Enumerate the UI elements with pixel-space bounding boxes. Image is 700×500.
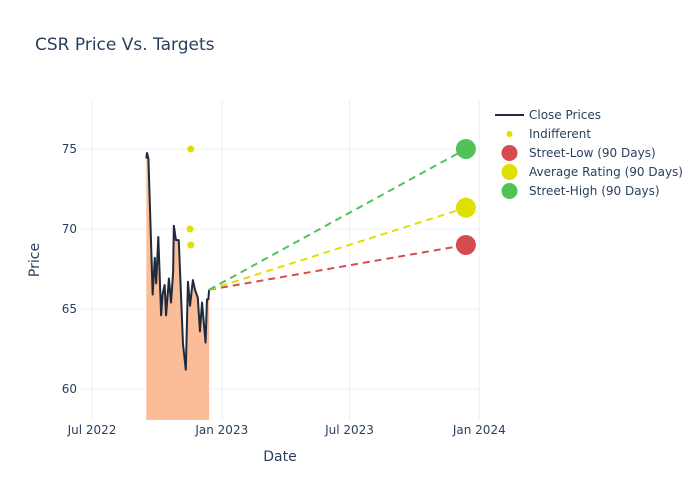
plot-area[interactable] <box>145 138 476 420</box>
gridlines <box>80 100 480 420</box>
street-high-days-target-marker[interactable] <box>455 138 476 159</box>
legend-circle-swatch <box>501 164 518 180</box>
legend-dot-swatch <box>506 131 513 137</box>
x-tick-label: Jan 2023 <box>194 423 248 437</box>
legend-circle-swatch <box>501 183 518 199</box>
x-axis-title: Date <box>263 449 296 465</box>
street-low-days-target-line <box>208 243 467 291</box>
indifferent-rating-marker[interactable] <box>187 145 195 153</box>
x-tick-label: Jul 2022 <box>67 423 117 437</box>
legend-item[interactable]: Street-High (90 Days) <box>501 183 660 199</box>
y-tick-label: 70 <box>62 222 77 236</box>
legend-label: Street-Low (90 Days) <box>529 146 656 160</box>
y-axis-title: Price <box>27 243 43 277</box>
y-tick-label: 75 <box>62 142 77 156</box>
y-tick-label: 60 <box>62 382 77 396</box>
y-tick-label: 65 <box>62 302 77 316</box>
legend-item[interactable]: Street-Low (90 Days) <box>501 145 656 161</box>
legend-label: Street-High (90 Days) <box>529 184 660 198</box>
legend-item[interactable]: Indifferent <box>506 127 592 141</box>
indifferent-rating-marker[interactable] <box>187 241 195 249</box>
legend-item[interactable]: Average Rating (90 Days) <box>501 164 684 180</box>
legend-label: Indifferent <box>529 127 591 141</box>
indifferent-rating-marker[interactable] <box>186 225 194 233</box>
average-rating-days-target-marker[interactable] <box>455 197 476 218</box>
close-price-area <box>146 152 210 420</box>
average-rating-days-target-line <box>208 206 467 291</box>
x-tick-label: Jul 2023 <box>324 423 374 437</box>
x-tick-label: Jan 2024 <box>452 423 506 437</box>
close-price-line[interactable] <box>145 151 211 371</box>
legend-label: Close Prices <box>529 108 601 122</box>
street-low-days-target-marker[interactable] <box>455 234 476 255</box>
y-axis-ticks: 60 65 70 75 <box>62 142 77 396</box>
street-high-days-target-line <box>208 148 467 291</box>
legend[interactable]: Close Prices Indifferent Street-Low (90 Da… <box>495 108 683 199</box>
legend-item[interactable]: Close Prices <box>495 108 601 122</box>
legend-circle-swatch <box>501 145 518 161</box>
chart-title: CSR Price Vs. Targets <box>35 35 215 55</box>
legend-label: Average Rating (90 Days) <box>529 165 683 179</box>
x-axis-ticks: Jul 2022 Jan 2023 Jul 2023 Jan 2024 <box>67 423 506 437</box>
